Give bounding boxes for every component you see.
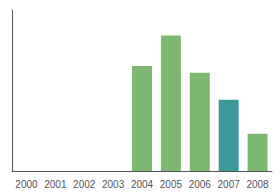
svg-text:2002: 2002 — [73, 179, 96, 190]
svg-text:2000: 2000 — [15, 179, 38, 190]
svg-text:2005: 2005 — [160, 179, 183, 190]
svg-text:2007: 2007 — [218, 179, 241, 190]
svg-text:2008: 2008 — [246, 179, 269, 190]
svg-text:2003: 2003 — [102, 179, 125, 190]
svg-text:2004: 2004 — [131, 179, 154, 190]
svg-text:2006: 2006 — [189, 179, 212, 190]
svg-text:2001: 2001 — [44, 179, 67, 190]
